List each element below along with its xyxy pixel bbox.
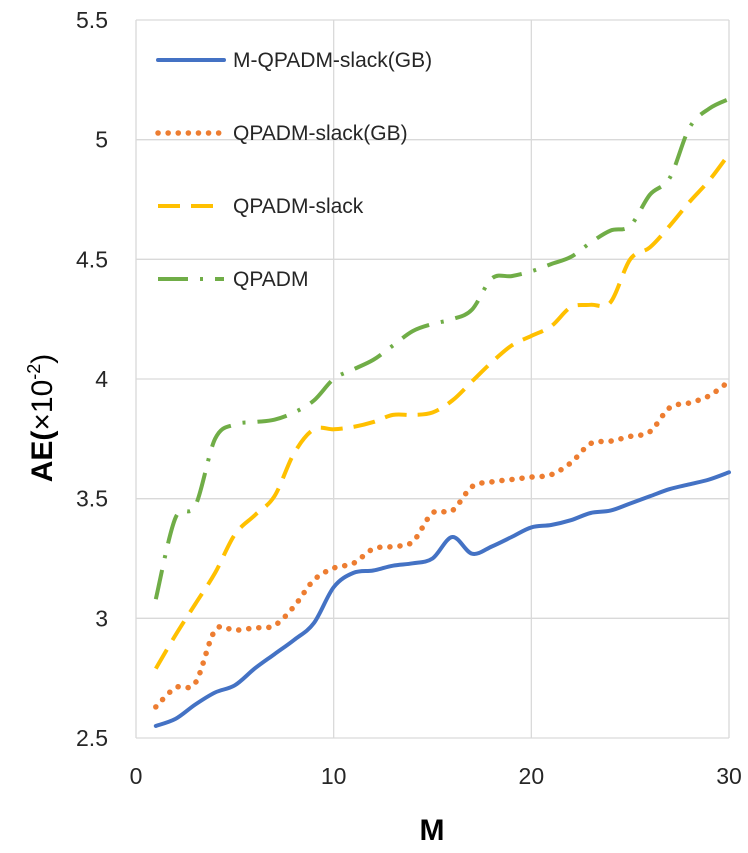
series-line-m-qpadm-slack-gb (153, 470, 731, 728)
series-line-qpadm-slack-gb (153, 378, 732, 710)
x-tick-label: 0 (130, 763, 143, 789)
series (153, 97, 732, 728)
y-axis-title-exponent: -2 (24, 364, 44, 380)
legend-label: M-QPADM-slack(GB) (233, 49, 432, 72)
y-tick-label: 4.5 (76, 246, 108, 272)
x-tick-label: 30 (716, 763, 742, 789)
y-tick-label: 4 (95, 366, 108, 392)
grid (135, 19, 730, 739)
legend-item: QPADM-slack (158, 195, 364, 218)
legend-item: QPADM (158, 268, 308, 291)
legend-item: M-QPADM-slack(GB) (156, 49, 432, 72)
legend: M-QPADM-slack(GB) QPADM-slack(GB) QPADM-sl… (155, 49, 432, 291)
y-axis-title-suffix: ) (26, 354, 59, 364)
y-tick-label: 5.5 (76, 7, 108, 33)
y-tick-label: 2.5 (76, 725, 108, 751)
legend-label: QPADM-slack(GB) (233, 122, 408, 145)
y-axis-title: AE(×10-2) (24, 354, 59, 483)
y-tick-label: 3 (95, 605, 108, 631)
x-tick-label: 10 (321, 763, 347, 789)
y-tick-label: 5 (95, 127, 108, 153)
legend-label: QPADM-slack (233, 195, 364, 218)
series-line-qpadm-slack (154, 152, 731, 670)
legend-label: QPADM (233, 268, 308, 291)
x-axis-title: M (420, 814, 445, 847)
x-tick-label: 20 (519, 763, 545, 789)
legend-item: QPADM-slack(GB) (155, 122, 408, 145)
svg-text:AE(×10-2): AE(×10-2) (24, 354, 59, 483)
y-axis-title-scale: ×10 (26, 380, 59, 431)
y-axis-title-prefix: AE( (26, 431, 59, 483)
y-tick-label: 3.5 (76, 486, 108, 512)
axes: 2.5 3 3.5 4 4.5 5 5.5 0 10 20 30 (76, 7, 742, 789)
